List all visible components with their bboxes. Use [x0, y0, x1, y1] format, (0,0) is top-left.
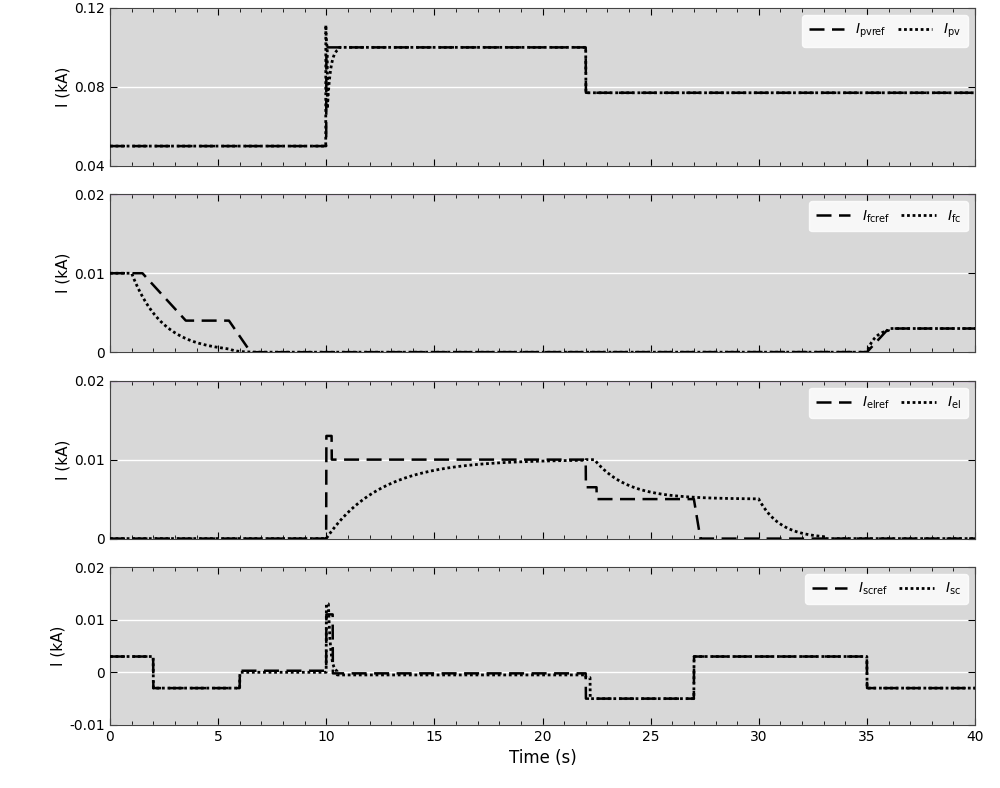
X-axis label: Time (s): Time (s) — [509, 749, 576, 768]
Legend: $I_{\rm elref}$, $I_{\rm el}$: $I_{\rm elref}$, $I_{\rm el}$ — [809, 388, 968, 418]
Y-axis label: I (kA): I (kA) — [55, 440, 70, 480]
Legend: $I_{\rm pvref}$, $I_{\rm pv}$: $I_{\rm pvref}$, $I_{\rm pv}$ — [802, 15, 968, 47]
Y-axis label: I (kA): I (kA) — [55, 253, 70, 293]
Y-axis label: I (kA): I (kA) — [55, 67, 70, 107]
Y-axis label: I (kA): I (kA) — [50, 626, 65, 666]
Legend: $I_{\rm scref}$, $I_{\rm sc}$: $I_{\rm scref}$, $I_{\rm sc}$ — [805, 574, 968, 604]
Legend: $I_{\rm fcref}$, $I_{\rm fc}$: $I_{\rm fcref}$, $I_{\rm fc}$ — [809, 201, 968, 232]
